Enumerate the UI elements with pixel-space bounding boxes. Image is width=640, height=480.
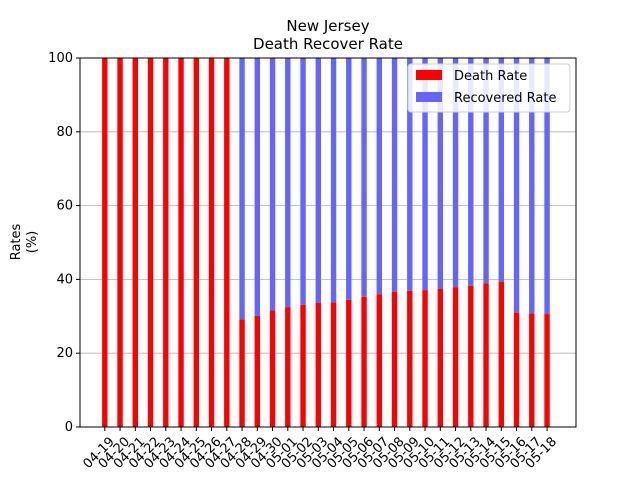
y-axis-title-line: (%) [25, 231, 40, 254]
recovered-rate-bar [452, 58, 459, 288]
legend-swatch [416, 70, 442, 80]
recovered-rate-bar [529, 58, 535, 314]
y-tick-label: 60 [56, 199, 73, 214]
recovered-rate-bar [544, 58, 550, 315]
death-rate-bar [193, 58, 199, 427]
death-rate-bar [254, 315, 260, 427]
death-rate-bar [132, 58, 138, 427]
recovered-rate-bar [330, 58, 337, 303]
death-rate-bar [178, 58, 184, 427]
recovered-rate-bar [285, 58, 291, 308]
recovered-rate-bar [254, 58, 260, 316]
death-rate-bar [452, 287, 459, 427]
recovered-rate-bar [376, 58, 382, 295]
plot-frame [79, 57, 577, 428]
recovered-rate-bar [269, 58, 276, 311]
death-rate-bar [330, 302, 337, 427]
death-rate-bar [407, 290, 413, 427]
death-rate-bar [269, 310, 276, 427]
y-axis-title: Rates(%) [9, 223, 40, 260]
death-rate-bar [117, 58, 123, 427]
death-rate-bar [391, 291, 398, 427]
recovered-rate-bar [239, 58, 245, 320]
death-rate-bar [437, 288, 443, 427]
chart-subtitle: Death Recover Rate [253, 35, 403, 53]
legend-label: Death Rate [454, 69, 527, 84]
death-rate-bar [422, 290, 428, 427]
recovered-rate-bar [483, 58, 489, 284]
death-rate-bar [102, 58, 108, 427]
recovered-rate-bar [498, 58, 504, 282]
death-rate-bar [498, 281, 504, 427]
death-rate-bar [285, 307, 291, 427]
y-axis: 0 20 40 60 80 100 [48, 51, 80, 435]
x-axis: 04-1904-2004-2104-2204-2304-2404-2504-26… [81, 427, 560, 472]
recovered-rate-bar [315, 58, 321, 304]
death-rate-bar [361, 296, 367, 427]
death-rate-bar [208, 58, 215, 427]
legend-box [407, 63, 571, 113]
y-axis-title-line: Rates [9, 223, 24, 260]
recovered-rate-bar [361, 58, 367, 297]
recovered-rate-bar [346, 58, 352, 300]
death-rate-bar [376, 294, 382, 427]
death-rate-bar [468, 285, 474, 427]
y-tick-label: 80 [56, 125, 73, 140]
recovered-rate-bar [391, 58, 398, 292]
legend: Death Rate Recovered Rate [407, 63, 571, 113]
y-tick-label: 0 [65, 420, 73, 435]
y-tick-label: 100 [48, 51, 73, 66]
death-rate-bar [315, 303, 321, 427]
recovered-rate-bar [422, 58, 428, 291]
death-rate-bar [239, 319, 245, 427]
death-rate-bar [483, 283, 489, 427]
recovered-rate-bar [437, 58, 443, 289]
bars-layer [102, 58, 550, 427]
death-rate-bar [300, 304, 306, 427]
death-rate-bar [346, 299, 352, 427]
death-rate-bar [147, 58, 154, 427]
y-axis-label: Rates(%) [9, 223, 40, 260]
death-rate-bar [163, 58, 169, 427]
chart-title: New Jersey [286, 17, 369, 35]
recovered-rate-bar [300, 58, 306, 305]
legend-swatch [416, 92, 442, 102]
y-tick-label: 20 [56, 346, 73, 361]
recovered-rate-bar [468, 58, 474, 286]
death-rate-bar [224, 58, 230, 427]
legend-label: Recovered Rate [454, 91, 557, 106]
recovered-rate-bar [407, 58, 413, 291]
death-rate-bar [544, 314, 550, 427]
death-rate-bar [529, 313, 535, 427]
recovered-rate-bar [513, 58, 520, 313]
y-tick-label: 40 [56, 272, 73, 287]
death-rate-bar [513, 312, 520, 427]
